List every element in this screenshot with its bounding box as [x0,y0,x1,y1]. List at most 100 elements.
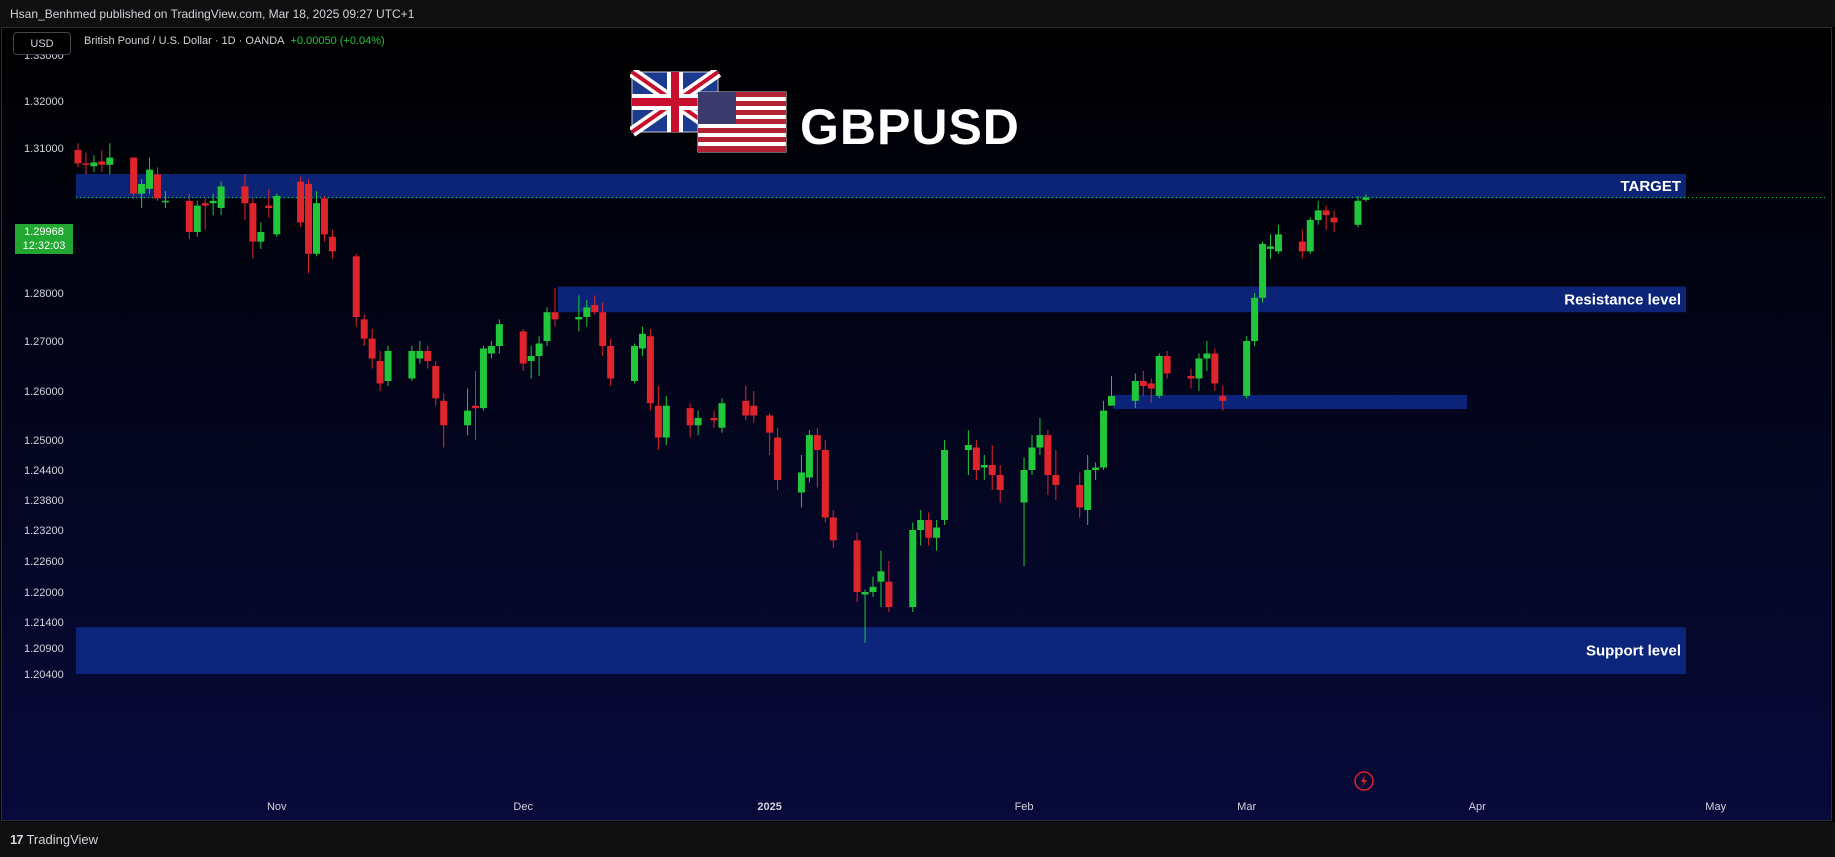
candle[interactable] [996,465,1004,503]
candle[interactable] [320,196,328,242]
candle[interactable] [138,179,146,208]
candle[interactable] [917,510,925,546]
candle[interactable] [1274,224,1282,254]
candle[interactable] [384,346,392,386]
candle[interactable] [1187,368,1195,389]
candle[interactable] [440,393,448,448]
candle[interactable] [853,532,861,602]
candle[interactable] [972,440,980,480]
candle[interactable] [535,336,543,376]
candle[interactable] [74,143,82,168]
candle[interactable] [1108,376,1115,406]
candle[interactable] [360,314,368,346]
candle[interactable] [718,398,726,433]
candle[interactable] [1076,472,1084,518]
lightning-alert-icon[interactable] [1354,771,1374,791]
candle[interactable] [495,319,503,354]
candle[interactable] [1036,417,1044,455]
candle[interactable] [742,386,750,421]
candle[interactable] [980,455,988,480]
candle[interactable] [1362,194,1370,202]
candle[interactable] [1139,371,1147,396]
candle[interactable] [583,300,591,327]
candle[interactable] [933,520,941,551]
candle[interactable] [1306,217,1314,254]
candle[interactable] [209,193,217,216]
candle[interactable] [472,371,479,440]
candle[interactable] [1092,462,1100,481]
candle[interactable] [1354,196,1362,228]
zone-resistance-level[interactable] [558,286,1686,313]
candle[interactable] [1147,378,1155,404]
candle[interactable] [774,427,782,490]
candle[interactable] [1298,229,1306,259]
candle[interactable] [941,440,949,525]
candle[interactable] [607,338,615,386]
candle[interactable] [416,341,424,364]
candle[interactable] [1131,373,1139,409]
candle[interactable] [257,222,265,249]
candle[interactable] [1052,450,1060,500]
price-chart[interactable]: 1.330001.320001.310001.290001.280001.270… [0,0,1835,822]
candle[interactable] [551,288,559,327]
candle[interactable] [1219,386,1227,411]
tradingview-logo[interactable]: 17 TradingView [10,832,98,847]
candle[interactable] [1251,293,1259,346]
candle[interactable] [217,181,225,216]
candle[interactable] [964,430,972,475]
candle[interactable] [352,253,360,327]
candle[interactable] [543,307,551,346]
candle[interactable] [686,403,694,438]
candle[interactable] [662,395,670,445]
candle[interactable] [1100,400,1108,470]
candle[interactable] [988,445,996,490]
candle[interactable] [909,522,917,613]
candle[interactable] [805,430,813,483]
candle[interactable] [146,157,154,194]
candle[interactable] [82,152,90,175]
candle[interactable] [1195,353,1203,392]
candle[interactable] [885,561,893,612]
candle[interactable] [106,143,114,175]
candle[interactable] [638,326,646,356]
candle[interactable] [328,229,336,259]
candle[interactable] [1020,457,1028,567]
candle[interactable] [797,455,805,508]
candle[interactable] [408,346,416,381]
zone-target[interactable] [76,173,1686,199]
candle[interactable] [464,388,472,436]
candle[interactable] [1211,348,1219,392]
candle[interactable] [1243,336,1251,399]
zone-minor-support[interactable] [1113,394,1467,410]
candle[interactable] [424,346,432,369]
candle[interactable] [201,198,209,230]
candle[interactable] [305,179,313,274]
candle[interactable] [527,346,535,379]
candle[interactable] [98,150,106,172]
candle[interactable] [591,295,599,315]
candle[interactable] [821,440,829,523]
candle[interactable] [877,550,885,607]
candle[interactable] [631,343,638,384]
candle[interactable] [154,167,161,201]
candle[interactable] [273,193,281,237]
candle[interactable] [479,346,487,411]
candle[interactable] [1267,234,1274,259]
candle[interactable] [1259,241,1267,303]
candle[interactable] [376,351,384,391]
candle[interactable] [1155,353,1163,399]
candle[interactable] [519,329,527,371]
candle[interactable] [161,191,169,208]
candle[interactable] [654,386,662,450]
candle[interactable] [869,576,877,598]
candle[interactable] [1330,210,1338,232]
candle[interactable] [813,427,821,488]
candle[interactable] [1028,435,1036,475]
candle[interactable] [1322,205,1330,230]
currency-button[interactable]: USD [13,32,71,55]
candle[interactable] [750,391,758,423]
candle[interactable] [710,410,718,428]
candle[interactable] [193,200,201,237]
candle[interactable] [694,410,702,436]
candle[interactable] [1203,341,1211,371]
